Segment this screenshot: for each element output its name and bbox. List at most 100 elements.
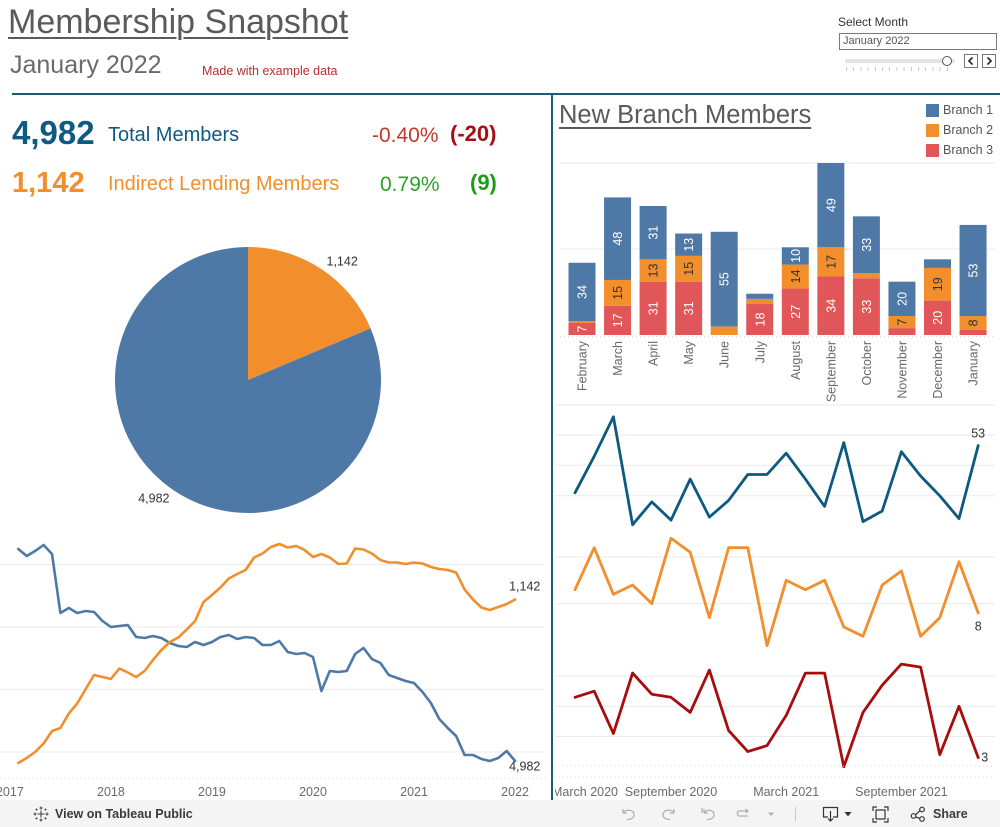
bar-segment-branch-1[interactable] [959, 224, 987, 317]
bar-segment-branch-1[interactable] [852, 216, 880, 274]
view-on-tableau-public-label: View on Tableau Public [55, 807, 193, 821]
legend-label: Branch 2 [943, 123, 994, 137]
bar-segment-branch-1[interactable] [746, 293, 774, 299]
bar-segment-branch-3[interactable] [781, 288, 809, 335]
bar-value-label: 34 [576, 285, 590, 299]
slider-track[interactable] [845, 59, 955, 63]
end-value-label-indirect-lending-members: 1,142 [509, 580, 540, 594]
bar-segment-branch-2[interactable] [852, 273, 880, 279]
bar-segment-branch-1[interactable] [817, 163, 845, 248]
bar-segment-branch-1[interactable] [675, 233, 703, 256]
x-category-label: April [647, 341, 661, 366]
pie-slice-total-members[interactable] [115, 247, 381, 513]
download-dropdown-icon [844, 812, 852, 817]
members-pie-chart: 1,142 4,982 [115, 247, 381, 513]
legend-swatch [926, 143, 939, 157]
legend-item-branch-1[interactable]: Branch 1 [926, 100, 993, 120]
indirect-lending-label: Indirect Lending Members [108, 173, 340, 195]
bar-segment-branch-1[interactable] [710, 231, 738, 327]
bar-value-label: 27 [789, 305, 803, 319]
undo-icon [622, 809, 635, 821]
trend-line-total-members[interactable] [16, 543, 517, 763]
bar-segment-branch-1[interactable] [639, 206, 667, 260]
legend-swatch [926, 123, 939, 137]
view-on-tableau-public-link[interactable]: View on Tableau Public [33, 805, 193, 823]
bar-segment-branch-1[interactable] [888, 281, 916, 317]
x-category-label: June [718, 341, 732, 368]
pie-label-indirect-lending-members: 1,142 [327, 255, 358, 269]
bar-value-label: 31 [647, 301, 661, 315]
download-button[interactable] [822, 805, 853, 823]
total-members-value: 4,982 [12, 114, 95, 151]
branch-trend-small-multiples: 53 8 3 March 2020 September 2020 March 2021 Se… [555, 404, 995, 799]
bar-value-label: 18 [753, 313, 767, 327]
bottom-toolbar: View on Tableau Public Share [0, 800, 1000, 827]
bar-segment-branch-2[interactable] [568, 321, 596, 323]
bar-segment-branch-2[interactable] [817, 247, 845, 277]
bar-segment-branch-1[interactable] [924, 259, 951, 268]
select-month-label: Select Month [838, 15, 909, 29]
fullscreen-button[interactable] [872, 805, 889, 823]
x-tick-label: 2019 [198, 785, 226, 799]
bar-value-label: 31 [647, 226, 661, 240]
bar-value-label: 53 [967, 264, 981, 278]
bar-segment-branch-3[interactable] [675, 281, 703, 335]
legend-item-branch-3[interactable]: Branch 3 [926, 140, 993, 160]
refresh-button[interactable] [735, 805, 776, 823]
bar-segment-branch-3[interactable] [817, 276, 845, 335]
bar-segment-branch-2[interactable] [604, 279, 632, 306]
revert-button[interactable] [700, 805, 717, 823]
bar-segment-branch-3[interactable] [746, 304, 774, 335]
next-month-button[interactable] [982, 54, 996, 68]
branch-line-branch-2[interactable] [573, 536, 980, 648]
bar-segment-branch-3[interactable] [924, 300, 951, 335]
x-tick-label: 2020 [299, 785, 327, 799]
end-value-label-branch-2: 8 [975, 619, 982, 633]
bar-value-label: 17 [824, 255, 838, 269]
branch-line-branch-3[interactable] [573, 662, 980, 769]
bar-segment-branch-2[interactable] [959, 316, 987, 330]
select-month-dropdown[interactable]: January 2022 [839, 33, 997, 50]
x-category-label: August [789, 340, 803, 379]
bar-segment-branch-2[interactable] [675, 255, 703, 282]
trend-line-indirect-lending-members[interactable] [16, 542, 517, 765]
bar-segment-branch-2[interactable] [639, 259, 667, 282]
undo-button[interactable] [620, 805, 637, 823]
tableau-logo-icon [33, 806, 49, 822]
new-branch-members-bar-chart: 7 34 February 17 15 48 March 31 13 31 April 31 15 13 M… [560, 162, 995, 402]
bar-segment-branch-3[interactable] [604, 305, 632, 335]
share-button[interactable]: Share [910, 805, 968, 823]
bar-segment-branch-2[interactable] [888, 316, 916, 329]
previous-month-button[interactable] [964, 54, 978, 68]
branch-legend: Branch 1 Branch 2 Branch 3 [926, 100, 993, 160]
bar-segment-branch-3[interactable] [639, 281, 667, 335]
bar-value-label: 10 [789, 249, 803, 263]
bar-segment-branch-2[interactable] [746, 298, 774, 305]
bar-segment-branch-3[interactable] [888, 328, 916, 335]
bar-segment-branch-2[interactable] [924, 267, 951, 301]
bar-value-label: 13 [682, 238, 696, 252]
bar-value-label: 15 [682, 262, 696, 276]
bar-segment-branch-2[interactable] [781, 264, 809, 289]
bar-segment-branch-2[interactable] [710, 326, 738, 335]
bar-segment-branch-3[interactable] [959, 329, 987, 335]
branch-line-branch-1[interactable] [573, 415, 980, 527]
bar-february: 7 34 [568, 262, 596, 335]
bar-segment-branch-1[interactable] [568, 262, 596, 322]
total-members-abs-change: (-20) [450, 121, 497, 146]
pie-slice-indirect-lending-members[interactable] [248, 247, 371, 380]
x-tick-label: 2022 [501, 785, 529, 799]
bar-value-label: 55 [718, 272, 732, 286]
month-slider[interactable] [845, 55, 955, 73]
bar-segment-branch-1[interactable] [604, 197, 632, 280]
slider-handle[interactable] [942, 56, 953, 66]
x-category-label: September [824, 341, 838, 402]
redo-button[interactable] [660, 805, 677, 823]
bar-segment-branch-3[interactable] [852, 278, 880, 335]
bar-august: 27 14 10 [781, 247, 809, 335]
bar-segment-branch-3[interactable] [568, 322, 596, 335]
legend-item-branch-2[interactable]: Branch 2 [926, 120, 993, 140]
pie-label-total-members: 4,982 [138, 491, 169, 505]
bar-segment-branch-1[interactable] [781, 247, 809, 265]
